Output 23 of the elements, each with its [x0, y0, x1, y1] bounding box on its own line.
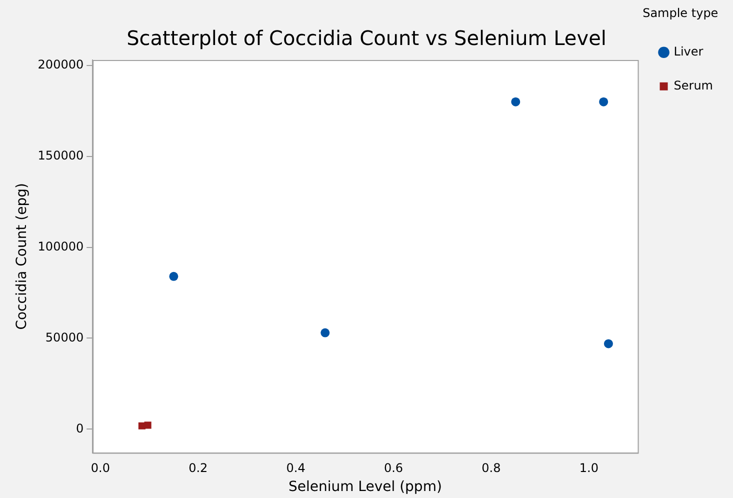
point: [599, 97, 608, 106]
point: [604, 339, 613, 348]
y-axis-title: Coccidia Count (epg): [14, 183, 30, 330]
point: [511, 97, 520, 106]
chart-title: Scatterplot of Coccidia Count vs Selenium Level: [126, 26, 606, 50]
x-tick-label: 0.0: [90, 461, 110, 476]
y-tick-label: 0: [76, 421, 84, 436]
y-tick-label: 50000: [45, 330, 84, 344]
legend-title: Sample type: [642, 6, 718, 20]
x-tick-label: 0.6: [384, 461, 404, 476]
y-tick-label: 150000: [38, 148, 84, 163]
x-tick-label: 0.8: [482, 461, 501, 476]
x-tick-label: 0.4: [286, 461, 306, 476]
point: [169, 272, 178, 281]
point: [320, 328, 330, 338]
y-tick-label: 200000: [38, 58, 84, 72]
point: [144, 422, 152, 429]
legend-label: Serum: [674, 78, 714, 93]
x-tick-label: 1.0: [579, 461, 598, 476]
x-axis-title: Selenium Level (ppm): [288, 479, 442, 496]
x-tick-label: 0.2: [188, 461, 208, 476]
y-tick-label: 100000: [38, 239, 84, 254]
legend-label: Liver: [674, 44, 704, 59]
